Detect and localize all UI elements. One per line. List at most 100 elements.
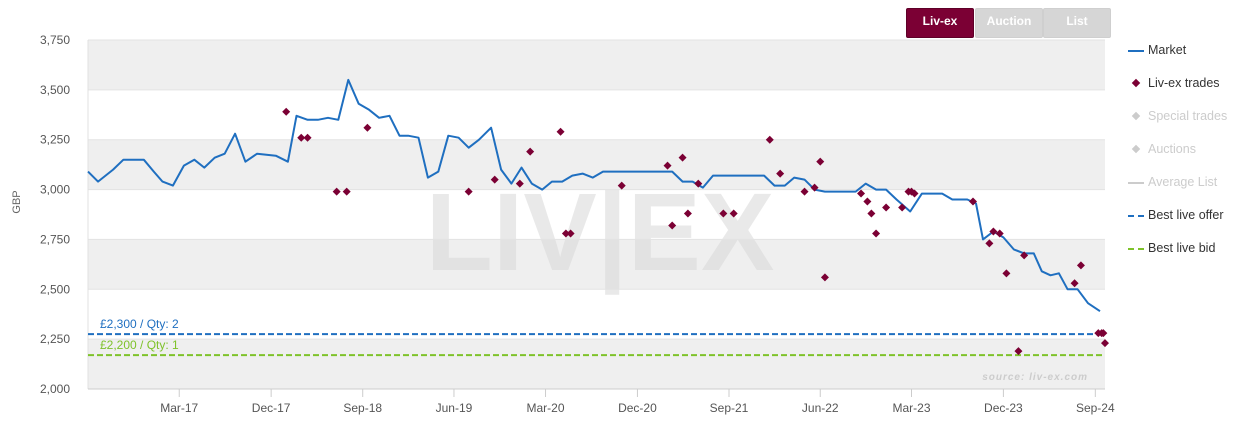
y-tick-label: 3,250 <box>40 133 70 147</box>
live-price-lines: £2,300 / Qty: 2 £2,200 / Qty: 1 <box>88 317 1105 357</box>
trade-point <box>1014 347 1023 356</box>
y-tick-label: 2,500 <box>40 282 70 296</box>
trade-point <box>995 229 1004 238</box>
legend-auctions-symbol <box>1131 144 1141 154</box>
trade-point <box>1002 269 1011 278</box>
x-tick-label: Sep-21 <box>710 401 749 415</box>
legend-item-best-live-offer[interactable]: Best live offer <box>1128 205 1258 238</box>
trade-point <box>303 133 312 142</box>
trade-point <box>857 189 866 198</box>
trade-point <box>668 221 677 230</box>
x-tick-label: Jun-19 <box>436 401 473 415</box>
legend-special-trades-symbol <box>1131 111 1141 121</box>
plot-bands <box>88 40 1105 389</box>
trade-point <box>1101 339 1109 348</box>
trade-point <box>800 187 809 196</box>
trade-point <box>816 157 825 166</box>
legend-special-trades-label: Special trades <box>1148 109 1228 123</box>
legend-livex-trades-label: Liv-ex trades <box>1148 76 1220 90</box>
trade-point <box>464 187 473 196</box>
trade-point <box>342 187 351 196</box>
legend-item-livex-trades[interactable]: Liv-ex trades <box>1128 73 1258 106</box>
watermark-text: LIV|EX <box>426 171 775 295</box>
trade-point <box>968 197 977 206</box>
trade-point <box>663 161 672 170</box>
legend-market-symbol <box>1128 50 1144 52</box>
trade-point <box>566 229 575 238</box>
y-tick-label: 2,750 <box>40 232 70 246</box>
tab-list[interactable]: List <box>1043 8 1111 38</box>
trade-point <box>332 187 341 196</box>
trade-point <box>556 127 565 136</box>
x-tick-label: Dec-23 <box>984 401 1023 415</box>
trade-point <box>765 135 774 144</box>
y-tick-label: 3,000 <box>40 183 70 197</box>
legend-average-list-label: Average List <box>1148 175 1218 189</box>
legend-auctions-label: Auctions <box>1148 142 1196 156</box>
legend-item-auctions[interactable]: Auctions <box>1128 139 1258 172</box>
legend-best-live-offer-symbol <box>1128 215 1144 217</box>
legend-item-best-live-bid[interactable]: Best live bid <box>1128 238 1258 271</box>
y-axis-label: GBP <box>11 190 23 213</box>
trade-point <box>561 229 570 238</box>
trade-point <box>1020 251 1029 260</box>
hline-label: £2,300 / Qty: 2 <box>100 317 179 331</box>
y-tick-label: 2,000 <box>40 382 70 396</box>
x-tick-label: Dec-20 <box>618 401 657 415</box>
x-tick-label: Sep-18 <box>343 401 382 415</box>
x-tick-label: Mar-17 <box>160 401 198 415</box>
watermark: LIV|EX <box>426 171 775 295</box>
tab-auction[interactable]: Auction <box>975 8 1043 38</box>
trade-point <box>282 107 291 116</box>
trade-point <box>719 209 728 218</box>
trade-point <box>694 179 703 188</box>
y-gridlines <box>87 39 1105 390</box>
legend-best-live-bid-label: Best live bid <box>1148 241 1216 255</box>
legend-item-market[interactable]: Market <box>1128 40 1258 73</box>
trade-point <box>515 179 524 188</box>
trade-point <box>683 209 692 218</box>
trade-point <box>1076 261 1085 270</box>
plot-band <box>88 239 1105 290</box>
trades-layer <box>282 107 1109 356</box>
chart-legend: Market Liv-ex trades Special trades Auct… <box>1128 40 1258 271</box>
x-tick-label: Dec-17 <box>252 401 291 415</box>
trade-point <box>526 147 535 156</box>
x-tick-label: Mar-20 <box>527 401 565 415</box>
legend-best-live-bid-symbol <box>1128 248 1144 250</box>
trade-point <box>678 153 687 162</box>
y-tick-label: 3,500 <box>40 83 70 97</box>
x-tick-label: Sep-24 <box>1076 401 1115 415</box>
trade-point <box>989 227 998 236</box>
x-tick-label: Mar-23 <box>892 401 930 415</box>
trade-point <box>1099 329 1108 338</box>
legend-item-average-list[interactable]: Average List <box>1128 172 1258 205</box>
legend-market-label: Market <box>1148 43 1187 57</box>
tab-livex[interactable]: Liv-ex <box>906 8 974 38</box>
trade-point <box>776 169 785 178</box>
legend-average-list-symbol <box>1128 182 1144 184</box>
trade-point <box>863 197 872 206</box>
y-tick-label: 2,250 <box>40 332 70 346</box>
trade-point <box>910 189 919 198</box>
trade-point <box>297 133 306 142</box>
legend-best-live-offer-label: Best live offer <box>1148 208 1224 222</box>
trade-point <box>810 183 819 192</box>
x-tick-labels: Mar-17 Dec-17 Sep-18 Jun-19 Mar-20 Dec-20 Sep-… <box>160 389 1115 415</box>
trade-point <box>1070 279 1079 288</box>
trade-point <box>617 181 626 190</box>
legend-livex-trades-symbol <box>1131 78 1141 88</box>
trade-point <box>867 209 876 218</box>
y-tick-label: 3,750 <box>40 33 70 47</box>
y-tick-labels: 2,000 2,250 2,500 2,750 3,000 3,250 3,500 3,750 <box>40 33 70 396</box>
plot-band <box>88 139 1105 190</box>
trade-point <box>820 273 829 282</box>
trade-point <box>985 239 994 248</box>
trade-point <box>872 229 881 238</box>
legend-item-special-trades[interactable]: Special trades <box>1128 106 1258 139</box>
trade-point <box>898 203 907 212</box>
hline-label: £2,200 / Qty: 1 <box>100 338 179 352</box>
plot-band <box>88 339 1105 389</box>
